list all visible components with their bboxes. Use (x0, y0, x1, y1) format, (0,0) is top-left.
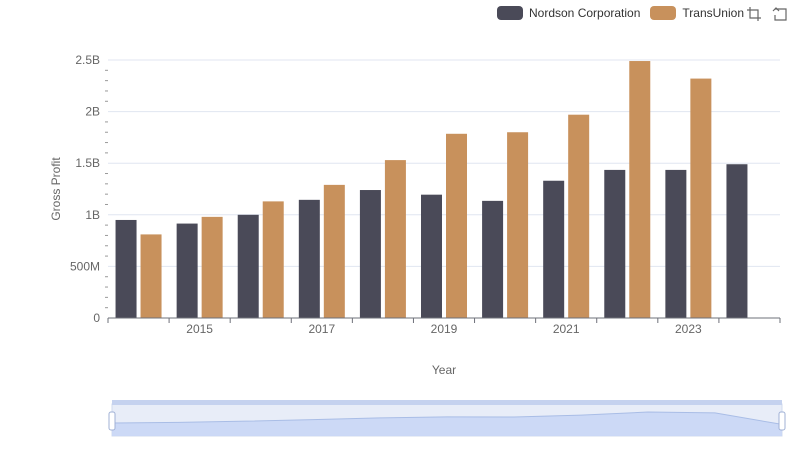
bar-nordson-2024 (726, 164, 748, 318)
zoom-handle-right (778, 411, 786, 431)
bar-transunion-2022 (629, 61, 651, 318)
bar-transunion-2019 (446, 133, 467, 318)
bar-transunion-2018 (384, 160, 406, 318)
restore-icon[interactable] (772, 6, 788, 22)
x-axis-title: Year (432, 363, 456, 377)
x-tick-label: 2017 (308, 322, 335, 336)
bar-transunion-2015 (201, 216, 223, 318)
x-tick-label: 2019 (431, 322, 458, 336)
y-tick-label: 1B (85, 208, 100, 222)
bar-nordson-2018 (359, 190, 381, 318)
data-zoom-slider[interactable] (108, 400, 786, 437)
y-minor-ticks (105, 69, 108, 309)
x-tick-label: 2023 (675, 322, 702, 336)
y-tick-label: 2B (85, 105, 100, 119)
bar-nordson-2019 (421, 194, 442, 318)
bar-transunion-2023 (690, 78, 712, 319)
zoom-handle-left (108, 411, 116, 431)
legend-swatch-transunion (650, 6, 677, 20)
legend-label-transunion: TransUnion (682, 6, 744, 20)
bar-nordson-2014 (115, 219, 137, 318)
bar-nordson-2020 (482, 200, 504, 318)
zoom-preview-line (111, 411, 783, 425)
y-tick-label: 1.5B (75, 156, 100, 170)
bar-nordson-2022 (604, 169, 626, 318)
toolbox (746, 6, 788, 22)
legend-label-nordson: Nordson Corporation (529, 6, 641, 20)
y-tick-label: 2.5B (75, 53, 100, 67)
x-axis: 2015 2017 2019 2021 2023 (107, 317, 781, 336)
y-axis-title: Gross Profit (49, 157, 63, 221)
legend: Nordson Corporation TransUnion (497, 4, 744, 22)
bars (115, 61, 748, 319)
bar-nordson-2015 (176, 223, 198, 318)
bar-nordson-2023 (665, 169, 687, 318)
x-tick-label: 2021 (553, 322, 580, 336)
bar-transunion-2017 (323, 184, 345, 318)
x-tick-label: 2015 (186, 322, 213, 336)
legend-item-nordson[interactable]: Nordson Corporation (497, 6, 640, 20)
bar-transunion-2016 (262, 201, 284, 318)
legend-item-transunion[interactable]: TransUnion (650, 6, 744, 20)
zoom-top-bar (112, 400, 782, 405)
y-tick-label: 500M (70, 259, 100, 273)
legend-swatch-nordson (497, 6, 523, 20)
bar-transunion-2014 (140, 234, 162, 318)
bar-transunion-2021 (568, 114, 590, 318)
bar-nordson-2016 (237, 214, 259, 318)
bar-nordson-2017 (298, 199, 320, 318)
zoom-icon[interactable] (746, 6, 762, 22)
bar-nordson-2021 (543, 180, 565, 318)
bar-transunion-2020 (507, 132, 529, 318)
y-tick-label: 0 (93, 311, 100, 325)
y-axis-labels: 0 500M 1B 1.5B 2B 2.5B (70, 53, 100, 325)
zoom-preview-area (112, 412, 782, 436)
